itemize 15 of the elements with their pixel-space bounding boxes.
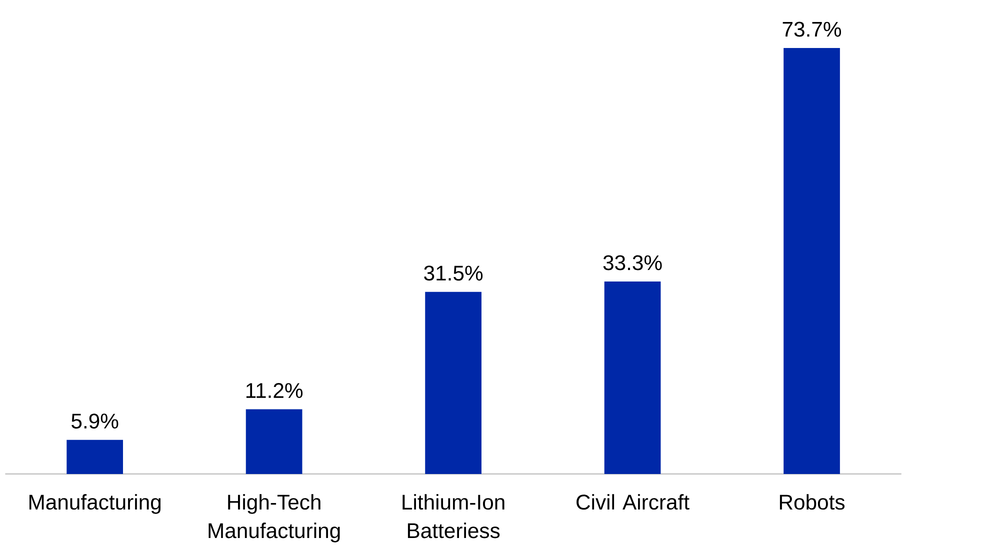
- bar: [425, 292, 482, 474]
- x-tick-label: Manufacturing: [29, 494, 161, 514]
- data-label: 11.2%: [246, 382, 303, 398]
- data-label: 31.5%: [424, 265, 483, 280]
- bar: [246, 408, 302, 474]
- data-label: 5.9%: [72, 413, 118, 428]
- x-tick-label: Civil Aircraft: [576, 494, 690, 510]
- bar: [604, 281, 661, 474]
- data-label: 73.7%: [782, 22, 842, 37]
- x-tick-label: Robots: [780, 494, 845, 510]
- bar: [784, 48, 840, 474]
- data-label: 33.3%: [603, 255, 662, 270]
- x-tick-label: Lithium-Ion Batteriess: [402, 494, 504, 538]
- bar: [66, 440, 124, 474]
- x-tick-label: High-Tech Manufacturing: [208, 494, 340, 542]
